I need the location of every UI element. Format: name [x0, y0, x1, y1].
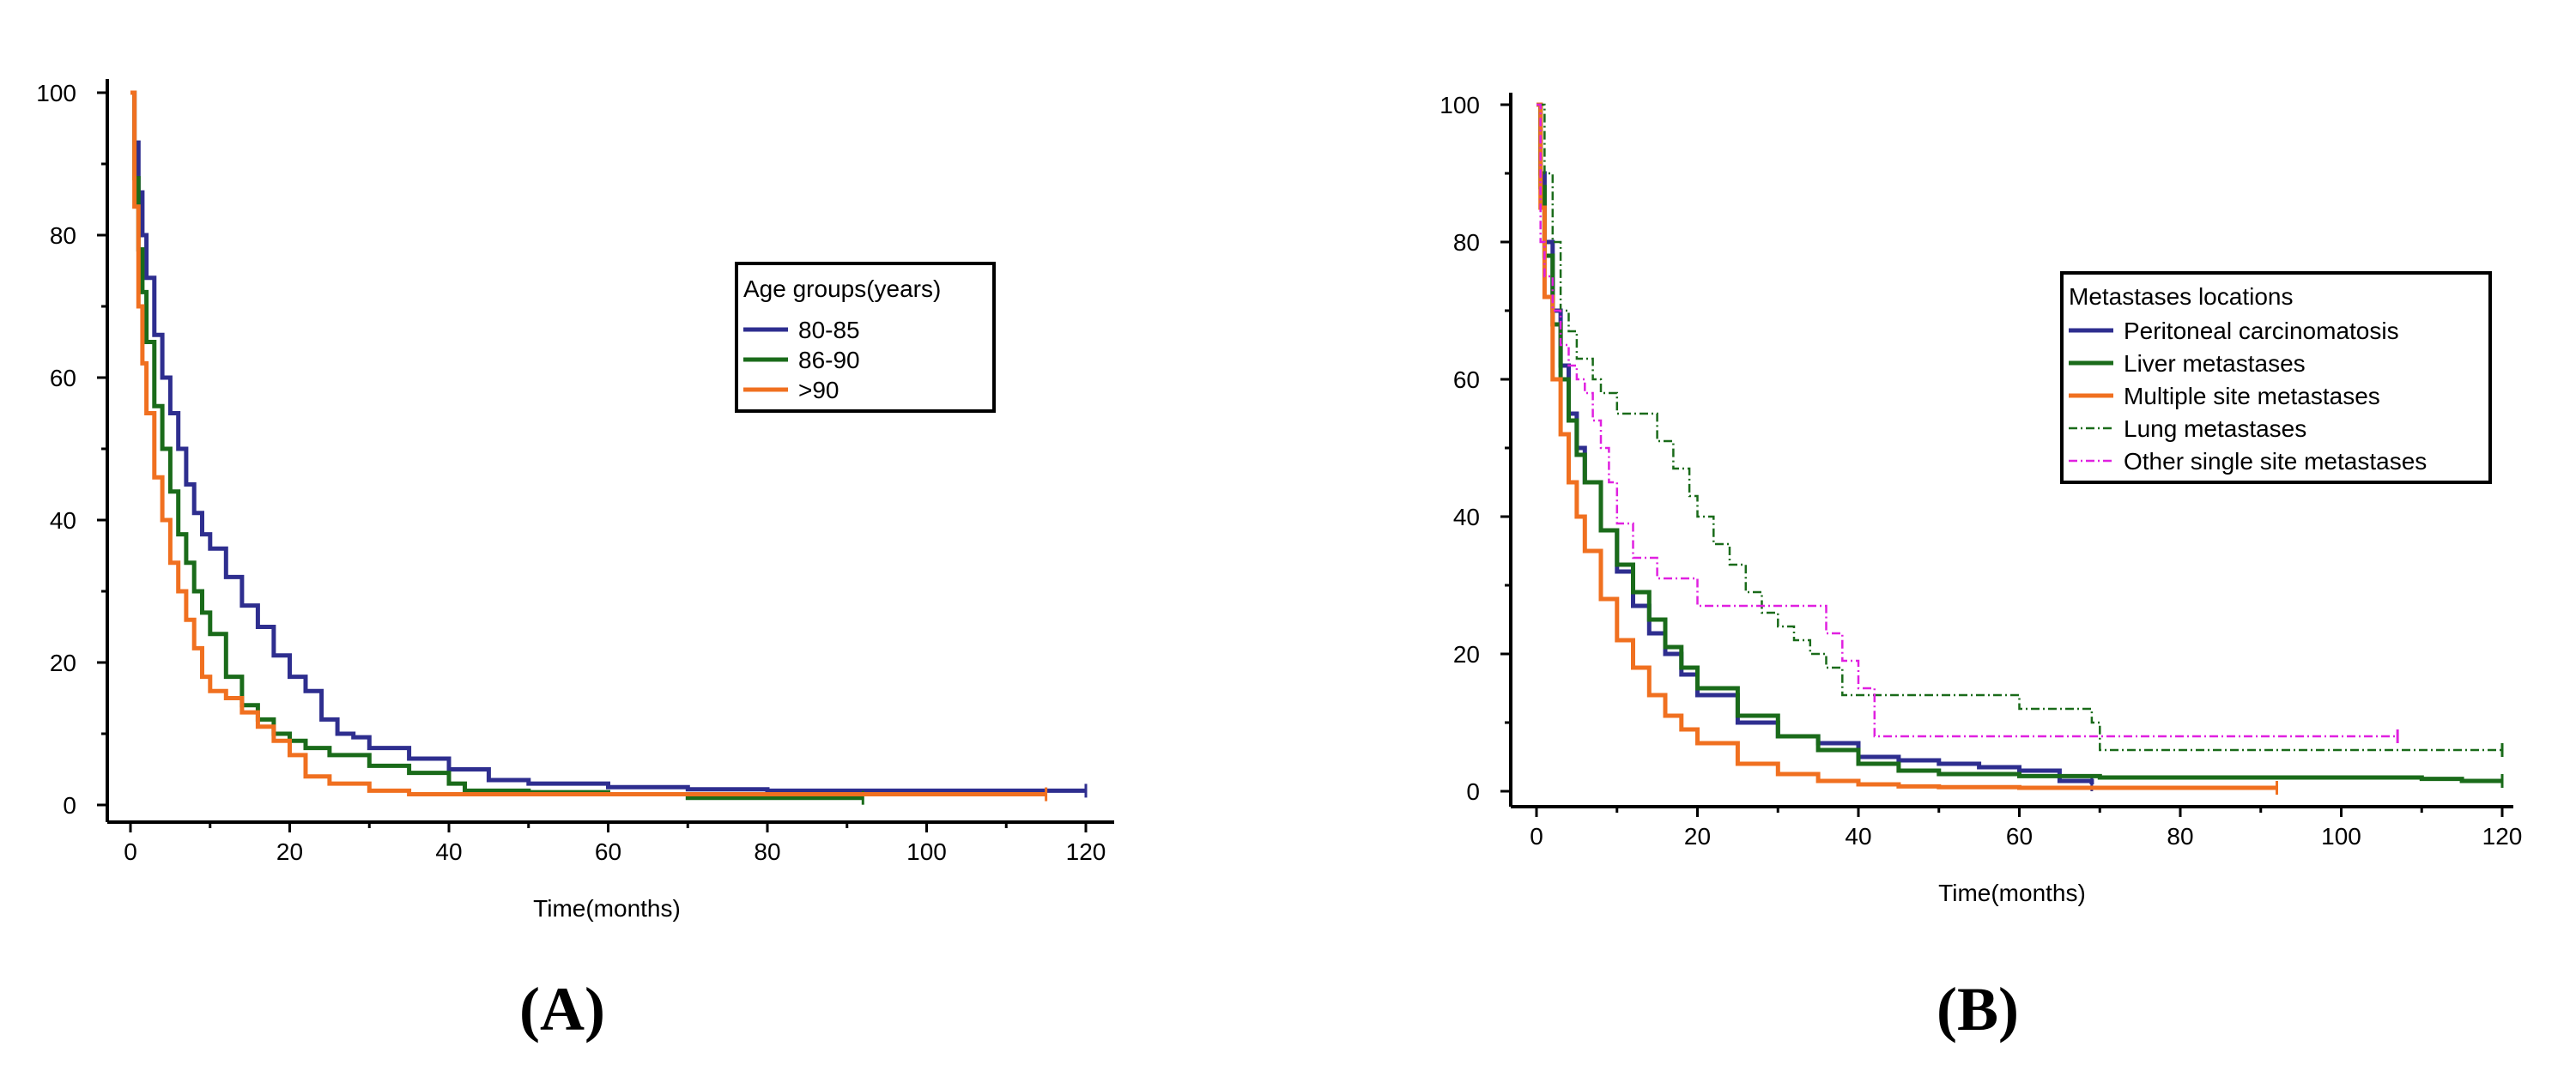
panel-b-x-tick-label: 80 — [2167, 823, 2193, 850]
panel-b-x-tick-label: 0 — [1530, 823, 1543, 850]
panel-a-legend-title: Age groups(years) — [743, 275, 941, 302]
panel-b-curve-0 — [1537, 102, 2094, 784]
panel-a-curve-1 — [130, 90, 864, 801]
panel-b-y-tick-label: 0 — [1466, 778, 1480, 805]
panel-a-plot-area: 0 20 40 60 80 100 120 0 20 40 60 80 100 — [36, 79, 1114, 865]
panel-b-curve-2 — [1537, 102, 2277, 790]
panel-a-curves — [130, 90, 1088, 805]
panel-b-curve-4 — [1537, 103, 2398, 738]
panel-a-x-tick-label: 40 — [435, 838, 462, 865]
panel-b-y-tick-label: 80 — [1453, 229, 1480, 256]
panel-b-legend-box — [2060, 271, 2492, 484]
panel-b: 0 20 40 60 80 100 120 0 20 40 60 80 100 Time(months)… — [1440, 92, 2522, 1044]
panel-b-x-tick-label: 120 — [2482, 823, 2523, 850]
panel-a: 0 20 40 60 80 100 120 0 20 40 60 80 100 Time(months)… — [36, 79, 1114, 1044]
panel-b-label: (B) — [1937, 975, 2019, 1044]
panel-a-x-tick-label: 120 — [1066, 838, 1106, 865]
panel-b-legend-label-2: Multiple site metastases — [2124, 383, 2380, 409]
panel-a-legend-box — [735, 262, 996, 413]
panel-b-y-tick-label: 40 — [1453, 504, 1480, 530]
panel-a-x-tick-label: 0 — [124, 838, 137, 865]
panel-b-x-axis-title: Time(months) — [1938, 880, 2086, 906]
panel-b-y-tick-label: 100 — [1440, 92, 1480, 118]
panel-a-x-tick-label: 20 — [276, 838, 303, 865]
panel-a-y-tick-label: 0 — [63, 792, 76, 819]
panel-a-legend: Age groups(years) 80-85 86-90 >90 — [735, 262, 996, 413]
panel-b-x-tick-label: 100 — [2321, 823, 2361, 850]
panel-a-y-tick-label: 20 — [50, 650, 76, 676]
panel-a-legend-label-1: 86-90 — [798, 347, 860, 373]
panel-a-x-tick-label: 80 — [754, 838, 780, 865]
panel-a-x-tick-label: 60 — [595, 838, 621, 865]
panel-b-y-tick-label: 60 — [1453, 366, 1480, 393]
panel-b-legend: Metastases locations Peritoneal carcinom… — [2060, 271, 2492, 484]
panel-b-plot-area: 0 20 40 60 80 100 120 0 20 40 60 80 100 — [1440, 92, 2522, 850]
panel-a-y-tick-label: 60 — [50, 365, 76, 391]
panel-a-label: (A) — [519, 975, 605, 1044]
panel-b-legend-label-0: Peritoneal carcinomatosis — [2124, 318, 2399, 344]
panel-b-tick-labels: 0 20 40 60 80 100 120 0 20 40 60 80 100 — [1440, 92, 2522, 850]
panel-b-legend-label-4: Other single site metastases — [2124, 448, 2427, 475]
panel-b-curve-3 — [1537, 103, 2502, 752]
panel-b-legend-label-1: Liver metastases — [2124, 350, 2306, 377]
panel-b-legend-title: Metastases locations — [2069, 283, 2293, 310]
panel-b-ticks — [1500, 103, 2504, 817]
panel-a-legend-label-2: >90 — [798, 377, 839, 403]
panel-b-x-tick-label: 60 — [2006, 823, 2033, 850]
panel-b-legend-items: Peritoneal carcinomatosis Liver metastase… — [2069, 318, 2427, 475]
panel-b-x-tick-label: 40 — [1845, 823, 1871, 850]
panel-a-curve-2 — [130, 90, 1046, 796]
panel-b-x-tick-label: 20 — [1684, 823, 1711, 850]
panel-b-y-tick-label: 20 — [1453, 641, 1480, 668]
panel-a-x-tick-label: 100 — [906, 838, 947, 865]
panel-a-y-tick-label: 100 — [36, 80, 76, 106]
panel-b-curve-1 — [1537, 102, 2502, 784]
panel-a-y-tick-label: 80 — [50, 222, 76, 249]
panel-b-legend-label-3: Lung metastases — [2124, 415, 2306, 442]
panel-a-legend-items: 80-85 86-90 >90 — [743, 317, 860, 403]
panel-a-x-axis-title: Time(months) — [533, 895, 681, 922]
panel-a-tick-labels: 0 20 40 60 80 100 120 0 20 40 60 80 100 — [36, 80, 1106, 865]
panel-b-curves — [1537, 102, 2504, 795]
panel-a-ticks — [97, 91, 1088, 832]
panel-a-y-tick-label: 40 — [50, 507, 76, 534]
panel-a-curve-0 — [130, 90, 1086, 793]
panel-a-legend-label-0: 80-85 — [798, 317, 860, 343]
